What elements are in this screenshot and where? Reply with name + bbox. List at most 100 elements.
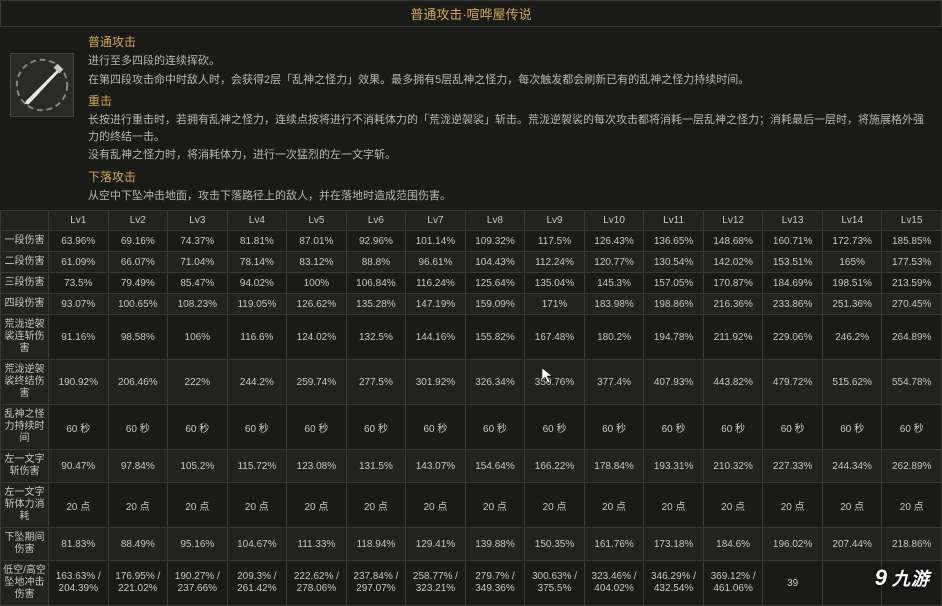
stat-cell: 60 秒 xyxy=(822,405,882,450)
stat-cell: 258.77% / 323.21% xyxy=(406,561,466,606)
stat-cell: 229.06% xyxy=(763,315,823,360)
table-row: 一段伤害63.96%69.16%74.37%81.81%87.01%92.96%… xyxy=(1,231,942,252)
level-header: Lv5 xyxy=(287,211,347,231)
level-header: Lv3 xyxy=(168,211,228,231)
row-label: 三段伤害 xyxy=(1,273,49,294)
stat-cell: 115.72% xyxy=(227,450,287,483)
level-header: Lv15 xyxy=(882,211,942,231)
stat-cell: 277.5% xyxy=(346,360,406,405)
stat-cell xyxy=(822,561,882,606)
stat-cell: 259.74% xyxy=(287,360,347,405)
stat-cell: 126.43% xyxy=(584,231,644,252)
watermark: 9 九游 xyxy=(875,565,930,591)
stat-cell: 93.07% xyxy=(49,294,109,315)
stat-cell: 69.16% xyxy=(108,231,168,252)
stat-cell: 63.96% xyxy=(49,231,109,252)
stat-cell: 88.8% xyxy=(346,252,406,273)
stat-cell: 66.07% xyxy=(108,252,168,273)
stat-cell: 350.76% xyxy=(525,360,585,405)
stat-cell: 209.3% / 261.42% xyxy=(227,561,287,606)
skill-panel: 普通攻击·喧哗屋传说 普通攻击进行至多四段的连续挥砍。在第四段攻击命中时敌人时，… xyxy=(0,0,942,601)
stat-cell: 81.83% xyxy=(49,528,109,561)
row-label: 乱神之怪力持续时间 xyxy=(1,405,49,450)
row-label: 二段伤害 xyxy=(1,252,49,273)
stat-cell: 185.85% xyxy=(882,231,942,252)
stat-cell: 165% xyxy=(822,252,882,273)
section-heading: 下落攻击 xyxy=(88,168,932,186)
stat-cell: 233.86% xyxy=(763,294,823,315)
stat-cell: 190.27% / 237.66% xyxy=(168,561,228,606)
stat-cell: 73.5% xyxy=(49,273,109,294)
stat-cell: 554.78% xyxy=(882,360,942,405)
table-corner xyxy=(1,211,49,231)
stat-cell: 136.65% xyxy=(644,231,704,252)
stat-cell: 216.36% xyxy=(703,294,763,315)
stat-cell: 132.5% xyxy=(346,315,406,360)
stat-cell: 79.49% xyxy=(108,273,168,294)
stat-cell: 167.48% xyxy=(525,315,585,360)
stat-cell: 154.64% xyxy=(465,450,525,483)
section-line: 从空中下坠冲击地面，攻击下落路径上的敌人，并在落地时造成范围伤害。 xyxy=(88,188,932,205)
table-row: 四段伤害93.07%100.65%108.23%119.05%126.62%13… xyxy=(1,294,942,315)
stat-cell: 213.59% xyxy=(882,273,942,294)
stat-cell: 155.82% xyxy=(465,315,525,360)
stat-cell: 369.12% / 461.06% xyxy=(703,561,763,606)
stat-cell: 20 点 xyxy=(882,483,942,528)
row-label: 下坠期间伤害 xyxy=(1,528,49,561)
stat-cell: 135.28% xyxy=(346,294,406,315)
stat-cell: 479.72% xyxy=(763,360,823,405)
stat-cell: 515.62% xyxy=(822,360,882,405)
skill-title: 普通攻击·喧哗屋传说 xyxy=(0,0,942,27)
stat-cell: 184.6% xyxy=(703,528,763,561)
table-row: 左一文字斩伤害90.47%97.84%105.2%115.72%123.08%1… xyxy=(1,450,942,483)
stat-cell: 100% xyxy=(287,273,347,294)
row-label: 低空/高空坠地冲击伤害 xyxy=(1,561,49,606)
table-row: 荒泷逆袈裟终结伤害190.92%206.46%222%244.2%259.74%… xyxy=(1,360,942,405)
stat-cell: 170.87% xyxy=(703,273,763,294)
stats-table: Lv1Lv2Lv3Lv4Lv5Lv6Lv7Lv8Lv9Lv10Lv11Lv12L… xyxy=(0,210,942,606)
skill-icon xyxy=(10,53,74,117)
stat-cell: 60 秒 xyxy=(763,405,823,450)
description-text: 普通攻击进行至多四段的连续挥砍。在第四段攻击命中时敌人时，会获得2层「乱神之怪力… xyxy=(74,33,932,206)
level-header: Lv4 xyxy=(227,211,287,231)
stat-cell: 20 点 xyxy=(287,483,347,528)
stat-cell: 20 点 xyxy=(703,483,763,528)
stat-cell: 88.49% xyxy=(108,528,168,561)
stat-cell: 81.81% xyxy=(227,231,287,252)
stat-cell: 264.89% xyxy=(882,315,942,360)
stat-cell: 150.35% xyxy=(525,528,585,561)
table-row: 荒泷逆袈裟连斩伤害91.16%98.58%106%116.6%124.02%13… xyxy=(1,315,942,360)
row-label: 左一文字斩体力消耗 xyxy=(1,483,49,528)
watermark-icon: 9 xyxy=(875,565,888,591)
stat-cell: 198.51% xyxy=(822,273,882,294)
stat-cell: 60 秒 xyxy=(525,405,585,450)
stat-cell: 178.84% xyxy=(584,450,644,483)
stat-cell: 90.47% xyxy=(49,450,109,483)
stat-cell: 270.45% xyxy=(882,294,942,315)
stat-cell: 196.02% xyxy=(763,528,823,561)
stat-cell: 20 点 xyxy=(822,483,882,528)
stat-cell: 20 点 xyxy=(644,483,704,528)
stat-cell: 222% xyxy=(168,360,228,405)
stat-cell: 251.36% xyxy=(822,294,882,315)
stat-cell: 171% xyxy=(525,294,585,315)
stat-cell: 106.84% xyxy=(346,273,406,294)
stat-cell: 145.3% xyxy=(584,273,644,294)
stat-cell: 104.67% xyxy=(227,528,287,561)
stat-cell: 148.68% xyxy=(703,231,763,252)
level-header: Lv14 xyxy=(822,211,882,231)
stat-cell: 94.02% xyxy=(227,273,287,294)
level-header: Lv2 xyxy=(108,211,168,231)
stat-cell: 222.62% / 278.06% xyxy=(287,561,347,606)
stat-cell: 20 点 xyxy=(227,483,287,528)
stat-cell: 100.65% xyxy=(108,294,168,315)
stat-cell: 20 点 xyxy=(465,483,525,528)
stat-cell: 126.62% xyxy=(287,294,347,315)
stat-cell: 60 秒 xyxy=(287,405,347,450)
section-heading: 普通攻击 xyxy=(88,33,932,51)
stat-cell: 180.2% xyxy=(584,315,644,360)
stat-cell: 96.61% xyxy=(406,252,466,273)
stat-cell: 91.16% xyxy=(49,315,109,360)
stat-cell: 60 秒 xyxy=(406,405,466,450)
section-heading: 重击 xyxy=(88,92,932,110)
